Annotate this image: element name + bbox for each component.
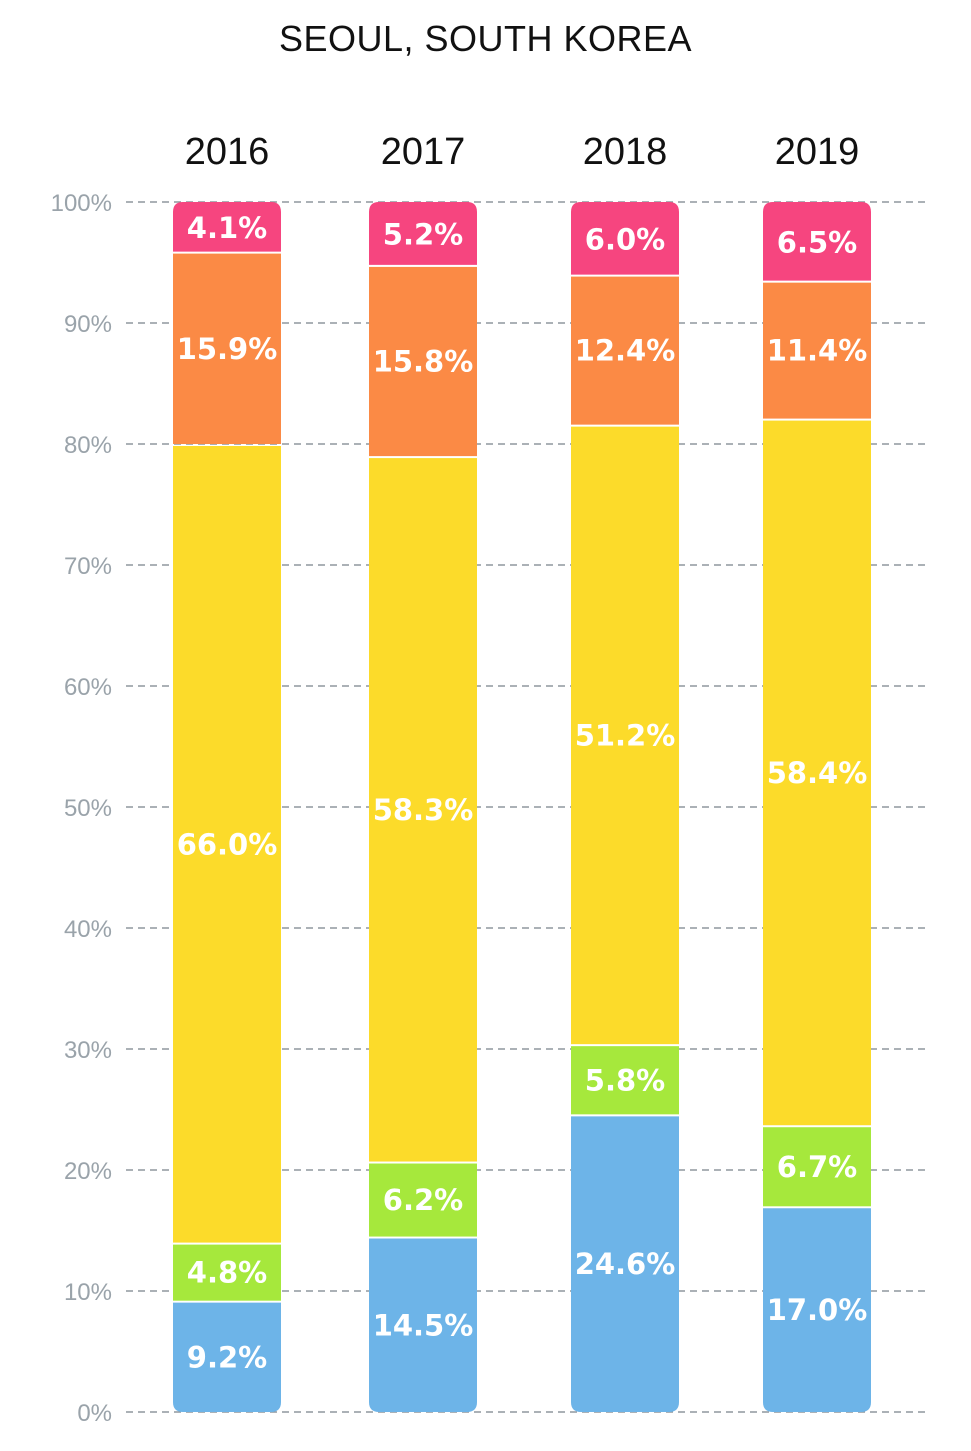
data-label-2019-yellow: 58.4% [767,756,868,790]
bar-segment-2016-orange [173,253,281,444]
bar-segment-2017-yellow [369,458,477,1162]
category-label-2018: 2018 [583,131,668,173]
data-label-2018-green: 5.8% [585,1063,665,1097]
data-label-2019-green: 6.7% [777,1150,857,1184]
y-tick-label: 20% [64,1158,112,1185]
y-tick-label: 100% [51,190,112,217]
bar-segment-2019-blue [763,1208,871,1412]
bar-segment-2016-blue [173,1302,281,1412]
data-label-2016-blue: 9.2% [187,1340,267,1374]
y-tick-label: 90% [64,311,112,338]
y-tick-label: 10% [64,1279,112,1306]
data-label-2018-yellow: 51.2% [575,718,676,752]
bar-segment-2017-blue [369,1238,477,1412]
bar-segment-2018-green [571,1046,679,1115]
bar-segment-2019-pink [763,202,871,281]
data-label-2016-orange: 15.9% [177,332,278,366]
bar-segment-2018-pink [571,202,679,275]
data-label-2018-blue: 24.6% [575,1247,676,1281]
bar-layer [173,202,871,1412]
bar-segment-2017-orange [369,266,477,457]
data-label-2017-pink: 5.2% [383,217,463,251]
y-tick-label: 60% [64,674,112,701]
data-label-2017-orange: 15.8% [373,345,474,379]
y-tick-label: 70% [64,553,112,580]
y-tick-label: 50% [64,795,112,822]
bar-segment-2017-green [369,1163,477,1237]
data-label-2016-pink: 4.1% [187,211,267,245]
data-label-2018-pink: 6.0% [585,222,665,256]
data-label-2016-yellow: 66.0% [177,827,278,861]
bar-segment-2018-orange [571,276,679,425]
chart-title: SEOUL, SOUTH KOREA [278,18,693,59]
data-label-2017-green: 6.2% [383,1183,463,1217]
bar-segment-2019-orange [763,282,871,419]
label-layer: 2016 2017 2018 2019 9.2% 4.8% 66.0% 15.9% 4.1% 14… [177,131,868,1374]
data-label-2019-pink: 6.5% [777,225,857,259]
category-label-2019: 2019 [775,131,860,173]
y-tick-label: 0% [77,1400,112,1427]
bar-segment-2016-yellow [173,446,281,1243]
bar-segment-2017-pink [369,202,477,265]
category-label-2016: 2016 [185,131,270,173]
bar-segment-2019-yellow [763,420,871,1126]
data-label-2016-green: 4.8% [187,1256,267,1290]
y-tick-label: 80% [64,432,112,459]
data-label-2017-blue: 14.5% [373,1308,474,1342]
y-tick-label: 30% [64,1037,112,1064]
bar-segment-2018-blue [571,1116,679,1412]
data-label-2018-orange: 12.4% [575,334,676,368]
bar-segment-2016-pink [173,202,281,252]
category-label-2017: 2017 [381,131,466,173]
bar-segment-2016-green [173,1244,281,1301]
data-label-2019-orange: 11.4% [767,334,868,368]
data-label-2019-blue: 17.0% [767,1293,868,1327]
bar-segment-2018-yellow [571,426,679,1045]
y-tick-label: 40% [64,916,112,943]
data-label-2017-yellow: 58.3% [373,793,474,827]
bar-segment-2019-green [763,1127,871,1207]
